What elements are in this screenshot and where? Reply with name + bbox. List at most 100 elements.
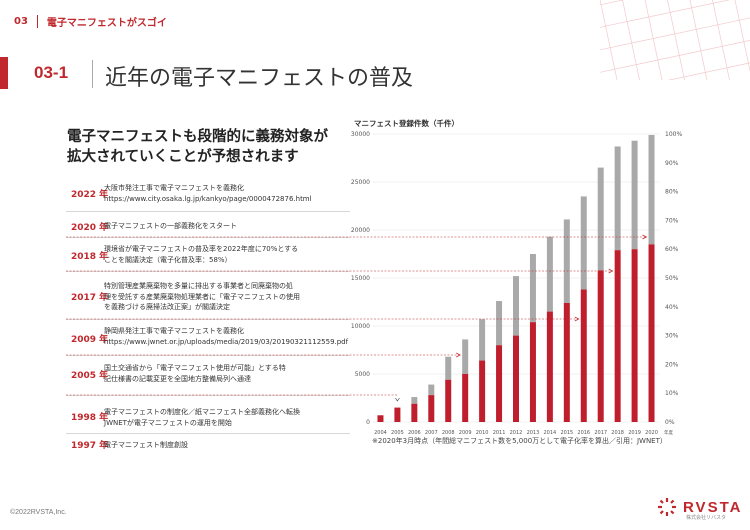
timeline-year: 2005 年 <box>71 371 109 381</box>
bar-total <box>546 236 553 312</box>
y-tick-label: 10000 <box>351 323 370 330</box>
y2-tick-label: 80% <box>665 189 679 196</box>
y-tick-label: 5000 <box>355 371 370 378</box>
section-number: 03-1 <box>34 63 69 82</box>
timeline-desc: 特別管理産業廃棄物を多量に排出する事業者と同廃棄物の処 理を受託する産業廃棄物処… <box>104 281 300 313</box>
timeline-desc-line: 特別管理産業廃棄物を多量に排出する事業者と同廃棄物の処 <box>104 282 293 290</box>
y2-tick-label: 40% <box>665 304 679 311</box>
x-tick-label: 2018 <box>611 430 624 436</box>
timeline-desc: 国土交通省から「電子マニフェスト使用が可能」とする特 記仕様書の記載変更を全国地… <box>104 363 286 384</box>
x-tick-label: 2015 <box>560 430 573 436</box>
y2-tick-label: 70% <box>665 217 679 224</box>
bar-electronic <box>513 335 519 422</box>
bar-electronic <box>445 379 452 422</box>
x-unit-label: 年度 <box>664 429 673 436</box>
y-tick-label: 25000 <box>351 179 370 186</box>
timeline-separator <box>66 433 350 434</box>
timeline-year: 1997 年 <box>71 441 109 451</box>
timeline-separator <box>66 211 350 212</box>
timeline-desc-line: を義務づける廃掃法改正案」が閣議決定 <box>104 303 230 311</box>
lead-line-2: 拡大されていくことが予想されます <box>67 149 299 165</box>
bar-electronic <box>479 360 486 422</box>
arrow-down-icon <box>395 397 400 402</box>
y-tick-label: 20000 <box>351 227 370 234</box>
bar-total <box>580 196 587 290</box>
y2-tick-label: 60% <box>665 246 679 253</box>
bar-electronic <box>631 249 638 422</box>
timeline-desc-line: ことを閣議決定（電子化普及率：58%） <box>104 255 232 264</box>
y-tick-label: 15000 <box>351 275 370 282</box>
x-tick-label: 2009 <box>459 430 472 436</box>
timeline-desc: 環境省が電子マニフェストの普及率を2022年度に70%とする ことを閣議決定（電… <box>104 244 298 265</box>
header-section-title: 電子マニフェストがスゴイ <box>46 18 167 29</box>
arrow-icon <box>574 316 580 322</box>
x-tick-label: 2020 <box>645 430 658 436</box>
lead-text: 電子マニフェストも段階的に義務対象が 拡大されていくことが予想されます <box>67 127 328 167</box>
bar-total <box>428 384 435 396</box>
arrow-icon <box>456 352 461 358</box>
timeline-desc-line: 静岡県発注工事で電子マニフェストを義務化 <box>104 327 244 335</box>
x-tick-label: 2012 <box>510 430 523 436</box>
timeline-desc: 電子マニフェストの一部義務化をスタート <box>104 221 237 232</box>
bar-electronic <box>428 395 435 422</box>
bar-electronic <box>377 415 384 422</box>
timeline-separator <box>66 319 350 320</box>
bar-total <box>614 146 621 251</box>
timeline-separator <box>66 395 350 396</box>
timeline-year: 2020 年 <box>71 223 109 233</box>
timeline-separator <box>66 271 350 272</box>
timeline-desc: 電子マニフェスト制度創設 <box>104 440 188 451</box>
y2-tick-label: 0% <box>665 419 675 426</box>
y2-tick-label: 10% <box>665 390 679 397</box>
x-tick-label: 2005 <box>391 430 404 436</box>
bar-total <box>445 356 452 380</box>
timeline-year: 2022 年 <box>71 190 109 200</box>
timeline-desc-line: 理を受託する産業廃棄物処理業者に「電子マニフェストの使用 <box>104 292 300 301</box>
x-tick-label: 2010 <box>476 430 489 436</box>
bar-electronic <box>462 374 469 422</box>
bar-total <box>631 140 638 250</box>
header-section-number: 03 <box>14 16 28 27</box>
y2-tick-label: 100% <box>665 131 682 138</box>
x-tick-label: 2006 <box>408 430 421 436</box>
y2-tick-label: 50% <box>665 275 679 282</box>
timeline-separator <box>66 237 350 238</box>
timeline-year: 2009 年 <box>71 335 109 345</box>
bar-electronic <box>597 270 604 422</box>
bar-total <box>529 254 536 323</box>
timeline-year: 1998 年 <box>71 413 109 423</box>
bar-electronic <box>580 289 587 422</box>
bar-total <box>411 397 418 404</box>
chart-footnote: ※2020年3月時点（年間総マニフェスト数を5,000万として電子化率を算出／引… <box>372 437 667 445</box>
lead-line-1: 電子マニフェストも段階的に義務対象が <box>67 129 328 145</box>
bar-total <box>462 339 469 374</box>
chart-title: マニフェスト登録件数（千件） <box>354 119 459 128</box>
timeline-desc-line: 記仕様書の記載変更を全国地方整備局列へ通達 <box>104 374 251 383</box>
timeline-desc-line: 環境省が電子マニフェストの普及率を2022年度に70%とする <box>104 245 299 253</box>
y2-tick-label: 90% <box>665 160 679 167</box>
y-tick-label: 30000 <box>351 131 370 138</box>
timeline-desc-line: 国土交通省から「電子マニフェスト使用が可能」とする特 <box>104 364 286 372</box>
bar-electronic <box>411 403 418 422</box>
bar-electronic <box>648 244 655 422</box>
copyright: ©2022RVSTA,Inc. <box>10 509 67 516</box>
x-tick-label: 2013 <box>527 430 540 436</box>
logo-subtitle: 株式会社リバスタ <box>686 515 727 521</box>
grid-decoration <box>600 0 750 80</box>
bar-electronic <box>394 407 401 422</box>
section-divider <box>92 60 93 88</box>
x-tick-label: 2019 <box>628 430 641 436</box>
timeline-desc-line: JWNETが電子マニフェストの運用を開始 <box>104 418 232 427</box>
page-header: 03 電子マニフェストがスゴイ <box>14 14 167 29</box>
x-tick-label: 2007 <box>425 430 438 436</box>
x-tick-label: 2014 <box>544 430 557 436</box>
x-tick-label: 2017 <box>594 430 607 436</box>
logo-name: RVSTA <box>683 498 743 516</box>
header-divider <box>36 15 38 28</box>
bar-electronic <box>546 311 553 422</box>
bar-total <box>597 167 604 271</box>
x-tick-label: 2004 <box>374 430 387 436</box>
timeline-separator <box>66 355 350 356</box>
x-tick-label: 2008 <box>442 430 455 436</box>
